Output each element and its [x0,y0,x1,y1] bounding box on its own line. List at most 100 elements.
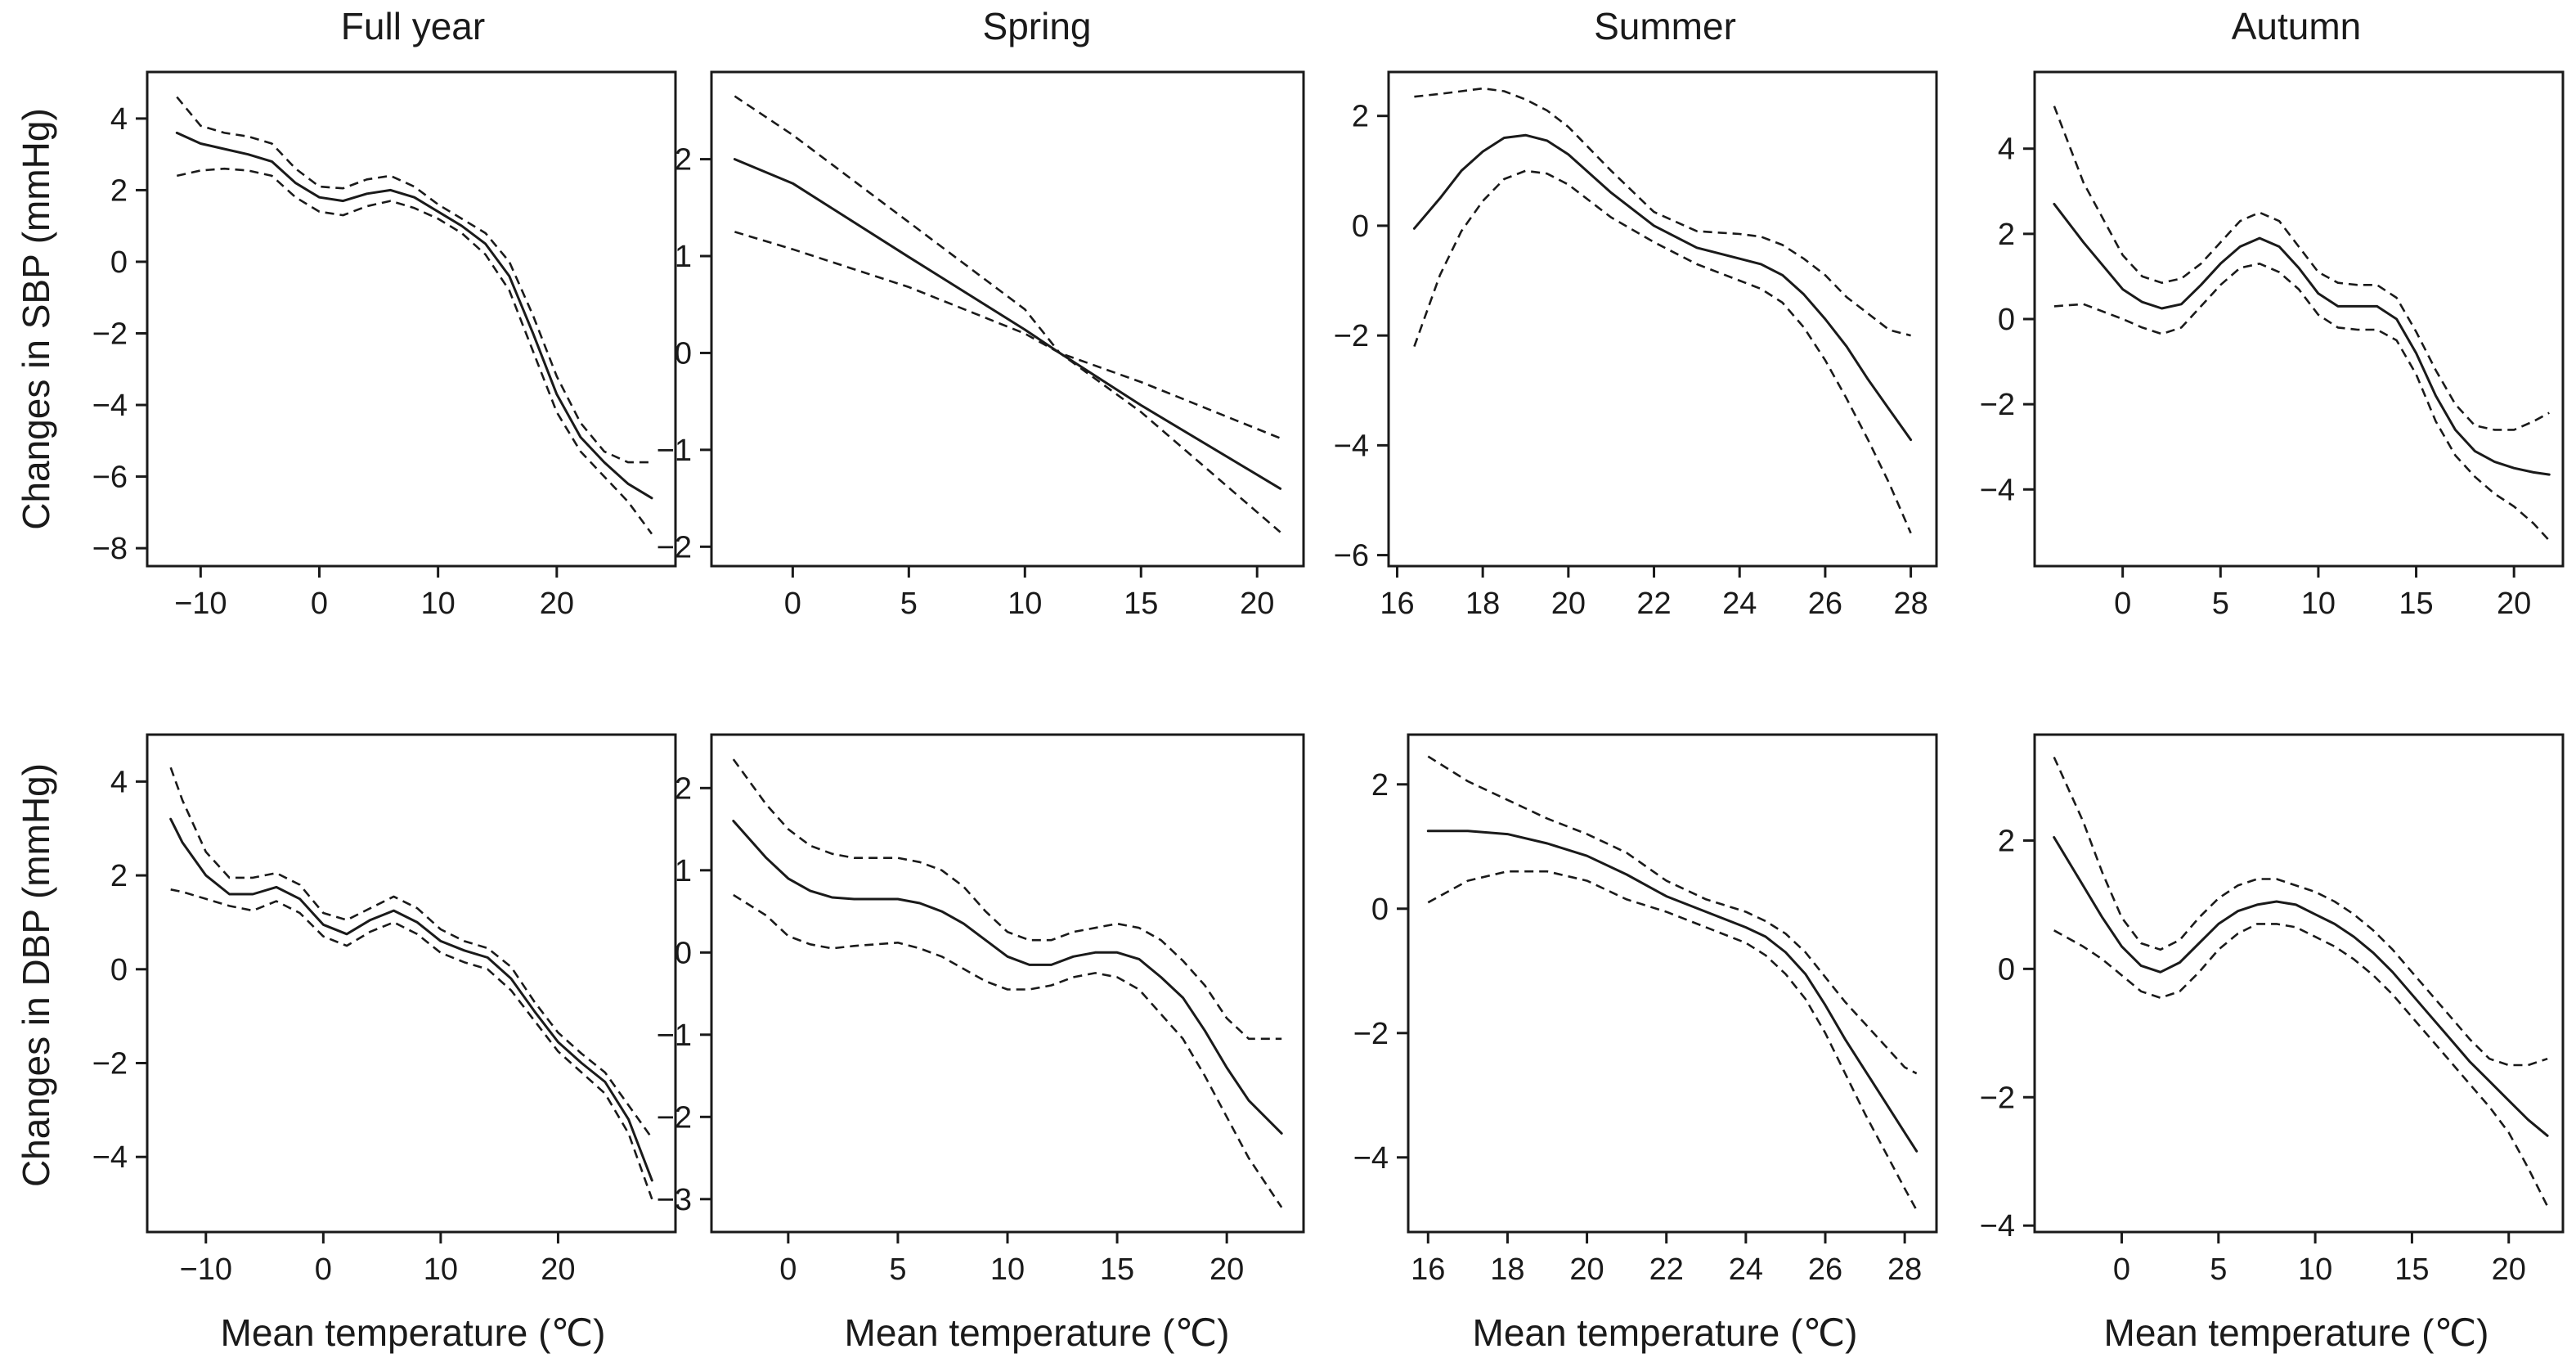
upper-ci-line [1414,87,1911,337]
plot-frame [146,733,677,1234]
x-tick-label: 5 [2210,1252,2227,1287]
column-title-spring: Spring [983,5,1092,47]
x-tick-label: 20 [1240,587,1274,621]
y-tick-label: −4 [1980,1209,2015,1243]
upper-ci-line [732,758,1282,1041]
x-tick-label: −10 [174,587,227,621]
y-tick-label: 2 [1998,218,2015,252]
y-tick-label: 0 [1998,303,2015,337]
y-tick-label: 2 [1371,768,1389,803]
upper-ci-line [2053,106,2550,431]
x-tick-label: 20 [540,587,574,621]
x-tick-label: −10 [180,1252,232,1287]
estimate-line [733,158,1282,490]
x-tick-label: 24 [1722,587,1757,621]
x-tick-label: 5 [889,1252,906,1287]
xlabel-spring: Mean temperature (℃) [845,1311,1230,1354]
column-title-summer: Summer [1594,5,1736,47]
y-tick-label: −4 [1980,473,2015,507]
y-tick-label: 2 [675,771,692,806]
plot-frame [1387,70,1938,568]
plot-frame [146,70,677,568]
x-tick-label: 16 [1380,587,1414,621]
x-tick-label: 15 [2394,1252,2429,1287]
x-tick-label: 22 [1636,587,1671,621]
y-tick-label: −8 [92,532,128,566]
estimate-line [732,820,1283,1135]
plot-frame [710,70,1305,568]
y-tick-label: −2 [657,1100,692,1135]
x-tick-label: 0 [315,1252,332,1287]
x-tick-label: 0 [779,1252,797,1287]
y-tick-label: 2 [1352,100,1369,134]
plot-frame [2033,733,2565,1234]
x-tick-label: 5 [2212,587,2229,621]
y-tick-label: −2 [1980,1081,2015,1115]
y-tick-label: −2 [657,530,692,564]
x-tick-label: 0 [2114,587,2131,621]
y-tick-label: −1 [657,434,692,468]
estimate-line [169,817,653,1182]
y-tick-label: −6 [92,461,128,495]
y-tick-label: 4 [1998,133,2015,167]
y-tick-label: −4 [92,389,128,423]
lower-ci-line [1427,870,1918,1212]
lower-ci-line [1413,169,1912,534]
y-tick-label: 1 [675,854,692,888]
plot-frame [710,733,1305,1234]
xlabel-summer: Mean temperature (℃) [1473,1311,1858,1354]
x-tick-label: 10 [424,1252,458,1287]
x-tick-label: 18 [1465,587,1500,621]
x-tick-label: 10 [2301,587,2336,621]
x-tick-label: 26 [1808,587,1842,621]
column-title-full-year: Full year [341,5,485,47]
lower-ci-line [177,167,653,535]
x-tick-label: 15 [1100,1252,1134,1287]
x-tick-label: 24 [1729,1252,1763,1287]
lower-ci-line [170,888,653,1200]
y-tick-label: 2 [1998,824,2015,858]
x-tick-label: 16 [1411,1252,1445,1287]
lower-ci-line [734,231,1281,439]
x-tick-label: 22 [1649,1252,1684,1287]
y-tick-label: 4 [110,102,128,137]
lower-ci-line [2053,923,2549,1207]
y-tick-label: 0 [675,936,692,970]
x-tick-label: 10 [421,587,456,621]
x-tick-label: 10 [2298,1252,2332,1287]
x-tick-label: 20 [1551,587,1586,621]
y-tick-label: −4 [1353,1141,1389,1176]
y-tick-label: 2 [110,173,128,208]
y-tick-label: −3 [657,1183,692,1217]
plot-frame [2033,70,2565,568]
x-tick-label: 20 [1569,1252,1604,1287]
x-tick-label: 20 [2492,1252,2526,1287]
estimate-line [2053,202,2551,476]
y-tick-label: 2 [675,143,692,178]
y-tick-label: −2 [1334,319,1369,353]
x-tick-label: 20 [541,1252,575,1287]
estimate-line [1426,830,1919,1153]
y-tick-label: 4 [110,765,128,799]
estimate-line [1412,133,1913,442]
x-tick-label: 28 [1887,1252,1922,1287]
y-tick-label: 0 [675,336,692,371]
x-tick-label: 5 [900,587,918,621]
plot-frame [1407,733,1938,1234]
x-tick-label: 0 [2113,1252,2130,1287]
y-tick-label: −6 [1334,539,1369,573]
xlabel-full-year: Mean temperature (℃) [221,1311,606,1354]
y-tick-label: 2 [110,859,128,893]
y-tick-label: −4 [92,1140,128,1175]
upper-ci-line [2053,756,2548,1067]
y-tick-label: −2 [92,1047,128,1081]
y-tick-label: 0 [110,953,128,987]
estimate-line [175,131,653,500]
x-tick-label: 20 [1209,1252,1244,1287]
upper-ci-line [176,96,652,464]
